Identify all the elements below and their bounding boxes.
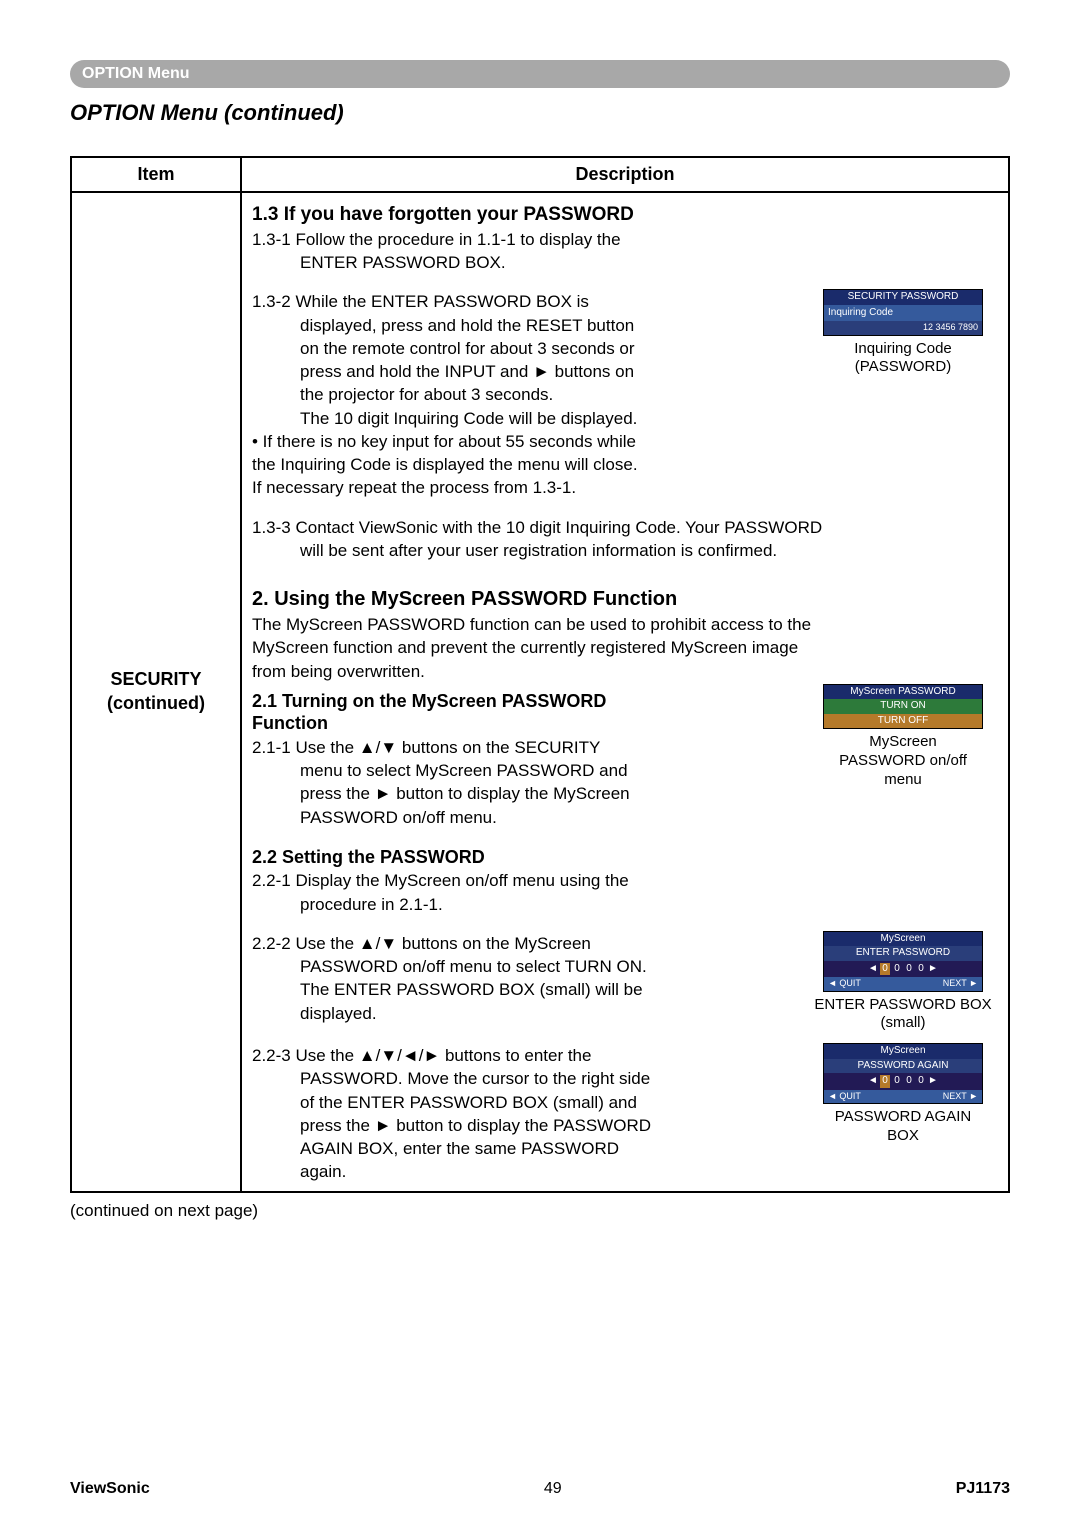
th-desc: Description bbox=[241, 157, 1009, 192]
s22-p2a: 2.2-2 Use the ▲/▼ buttons on the MyScree… bbox=[252, 933, 794, 954]
inq-box-title: SECURITY PASSWORD bbox=[824, 290, 982, 305]
s13-note1: • If there is no key input for about 55 … bbox=[252, 431, 794, 452]
s2-i1: The MyScreen PASSWORD function can be us… bbox=[252, 614, 998, 635]
b3-digits: ◄ 0 0 0 0 ► bbox=[824, 1073, 982, 1090]
s22-p3e: AGAIN BOX, enter the same PASSWORD bbox=[252, 1138, 794, 1159]
b2-cap1: ENTER PASSWORD BOX bbox=[808, 996, 998, 1015]
d1: 0 bbox=[880, 963, 890, 976]
b2-digits: ◄ 0 0 0 0 ► bbox=[824, 961, 982, 978]
inquiring-code-box: SECURITY PASSWORD Inquiring Code 12 3456… bbox=[823, 289, 983, 335]
footer-page: 49 bbox=[150, 1480, 956, 1498]
s13-p2b: displayed, press and hold the RESET butt… bbox=[252, 315, 794, 336]
s22-p2d: displayed. bbox=[252, 1003, 794, 1024]
inq-cap2: (PASSWORD) bbox=[808, 358, 998, 377]
s13-p2e: the projector for about 3 seconds. bbox=[252, 384, 794, 405]
s22-p1a: 2.2-1 Display the MyScreen on/off menu u… bbox=[252, 870, 998, 891]
d3: 0 bbox=[904, 963, 914, 976]
s21-box-off: TURN OFF bbox=[824, 714, 982, 729]
footer-model: PJ1173 bbox=[956, 1480, 1010, 1498]
s22-p3c: of the ENTER PASSWORD BOX (small) and bbox=[252, 1092, 794, 1113]
b3-cap2: BOX bbox=[808, 1127, 998, 1146]
s21-cap2: PASSWORD on/off bbox=[808, 752, 998, 771]
b2-quit: ◄ QUIT bbox=[828, 978, 861, 989]
page-title: OPTION Menu (continued) bbox=[70, 100, 1010, 126]
s13-p2f: The 10 digit Inquiring Code will be disp… bbox=[252, 408, 794, 429]
e0: ◄ bbox=[868, 1075, 878, 1088]
s13-title: 1.3 If you have forgotten your PASSWORD bbox=[252, 203, 998, 227]
s13-p2c: on the remote control for about 3 second… bbox=[252, 338, 794, 359]
s22-p2c: The ENTER PASSWORD BOX (small) will be bbox=[252, 979, 794, 1000]
s21-p1a: 2.1-1 Use the ▲/▼ buttons on the SECURIT… bbox=[252, 737, 794, 758]
item-label-2: (continued) bbox=[82, 692, 230, 715]
e5: ► bbox=[928, 1075, 938, 1088]
s22-title: 2.2 Setting the PASSWORD bbox=[252, 846, 998, 869]
header-band-text: OPTION Menu bbox=[82, 65, 190, 83]
s13-note2: the Inquiring Code is displayed the menu… bbox=[252, 454, 794, 475]
enter-password-box: MyScreen ENTER PASSWORD ◄ 0 0 0 0 ► ◄ QU… bbox=[823, 931, 983, 992]
b3-nav: ◄ QUIT NEXT ► bbox=[824, 1090, 982, 1103]
s21-box-title: MyScreen PASSWORD bbox=[824, 685, 982, 700]
item-cell: SECURITY (continued) bbox=[71, 192, 241, 1192]
s13-p3a: 1.3-3 Contact ViewSonic with the 10 digi… bbox=[252, 517, 998, 538]
password-again-box: MyScreen PASSWORD AGAIN ◄ 0 0 0 0 ► ◄ QU… bbox=[823, 1043, 983, 1104]
continued-note: (continued on next page) bbox=[70, 1201, 1010, 1221]
e2: 0 bbox=[892, 1075, 902, 1088]
e3: 0 bbox=[904, 1075, 914, 1088]
s22-p2b: PASSWORD on/off menu to select TURN ON. bbox=[252, 956, 794, 977]
s22-p1b: procedure in 2.1-1. bbox=[252, 894, 998, 915]
s21-p1d: PASSWORD on/off menu. bbox=[252, 807, 794, 828]
s22-p3f: again. bbox=[252, 1161, 794, 1182]
s22-p3d: press the ► button to display the PASSWO… bbox=[252, 1115, 794, 1136]
s21-p1b: menu to select MyScreen PASSWORD and bbox=[252, 760, 794, 781]
s21-title: 2.1 Turning on the MyScreen PASSWORD bbox=[252, 690, 794, 713]
b3-cap1: PASSWORD AGAIN bbox=[808, 1108, 998, 1127]
d2: 0 bbox=[892, 963, 902, 976]
option-table: Item Description SECURITY (continued) 1.… bbox=[70, 156, 1010, 1193]
s2-title: 2. Using the MyScreen PASSWORD Function bbox=[252, 587, 998, 612]
s21-title2: Function bbox=[252, 712, 794, 735]
d0: ◄ bbox=[868, 963, 878, 976]
desc-cell: 1.3 If you have forgotten your PASSWORD … bbox=[241, 192, 1009, 1192]
s21-cap1: MyScreen bbox=[808, 733, 998, 752]
s13-note3: If necessary repeat the process from 1.3… bbox=[252, 477, 794, 498]
s22-p3a: 2.2-3 Use the ▲/▼/◄/► buttons to enter t… bbox=[252, 1045, 794, 1066]
s13-p2a: 1.3-2 While the ENTER PASSWORD BOX is bbox=[252, 291, 794, 312]
th-item: Item bbox=[71, 157, 241, 192]
b3-quit: ◄ QUIT bbox=[828, 1091, 861, 1102]
b2-t1: MyScreen bbox=[824, 932, 982, 947]
s13-p1b: ENTER PASSWORD BOX. bbox=[252, 252, 998, 273]
b2-next: NEXT ► bbox=[943, 978, 978, 989]
s21-cap3: menu bbox=[808, 771, 998, 790]
b3-t2: PASSWORD AGAIN bbox=[824, 1059, 982, 1074]
s22-p3b: PASSWORD. Move the cursor to the right s… bbox=[252, 1068, 794, 1089]
d5: ► bbox=[928, 963, 938, 976]
s21-box-on: TURN ON bbox=[824, 699, 982, 714]
header-band: OPTION Menu bbox=[70, 60, 1010, 88]
inq-box-label: Inquiring Code bbox=[828, 307, 893, 320]
e1: 0 bbox=[880, 1075, 890, 1088]
s21-p1c: press the ► button to display the MyScre… bbox=[252, 783, 794, 804]
b3-t1: MyScreen bbox=[824, 1044, 982, 1059]
b2-nav: ◄ QUIT NEXT ► bbox=[824, 977, 982, 990]
b3-next: NEXT ► bbox=[943, 1091, 978, 1102]
inq-box-code: 12 3456 7890 bbox=[824, 321, 982, 334]
b2-t2: ENTER PASSWORD bbox=[824, 946, 982, 961]
s2-i3: from being overwritten. bbox=[252, 661, 998, 682]
s2-i2: MyScreen function and prevent the curren… bbox=[252, 637, 998, 658]
s13-p3b: will be sent after your user registratio… bbox=[252, 540, 998, 561]
s13-p2d: press and hold the INPUT and ► buttons o… bbox=[252, 361, 794, 382]
footer: ViewSonic 49 PJ1173 bbox=[70, 1480, 1010, 1498]
b2-cap2: (small) bbox=[808, 1014, 998, 1033]
e4: 0 bbox=[916, 1075, 926, 1088]
s13-p1a: 1.3-1 Follow the procedure in 1.1-1 to d… bbox=[252, 229, 998, 250]
footer-brand: ViewSonic bbox=[70, 1480, 150, 1498]
item-label-1: SECURITY bbox=[82, 668, 230, 691]
d4: 0 bbox=[916, 963, 926, 976]
inq-cap1: Inquiring Code bbox=[808, 340, 998, 359]
myscreen-onoff-box: MyScreen PASSWORD TURN ON TURN OFF bbox=[823, 684, 983, 730]
